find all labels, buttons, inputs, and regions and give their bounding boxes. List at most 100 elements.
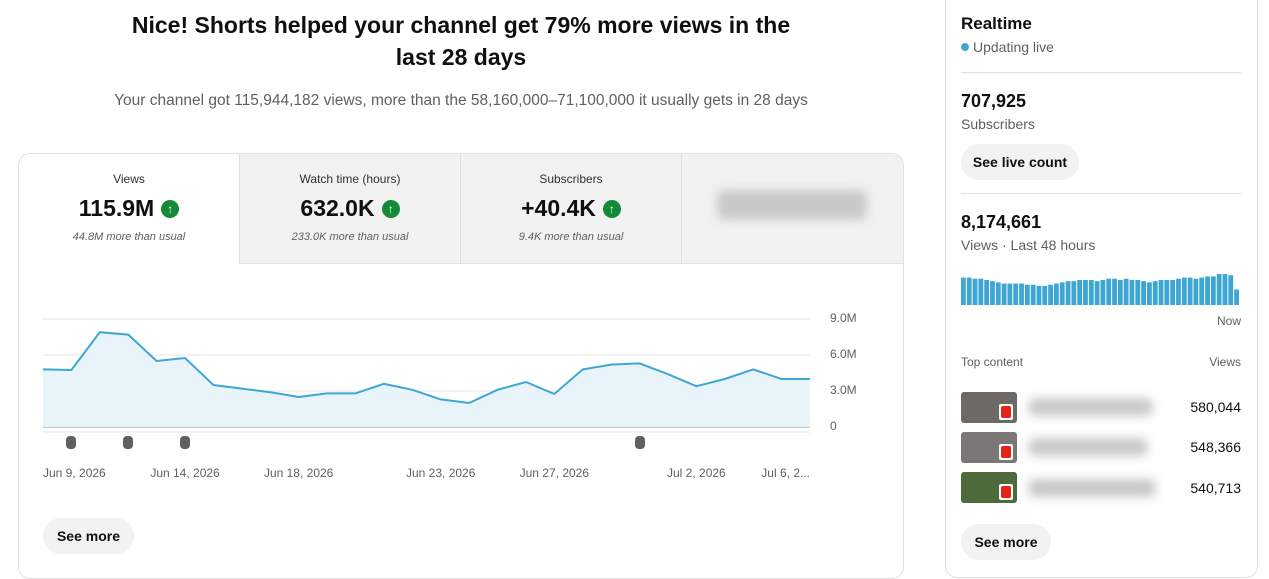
bar (1065, 281, 1071, 305)
bar (1048, 284, 1053, 305)
bar (1205, 276, 1210, 305)
tab[interactable]: Subscribers +40.4K ↑ 9.4K more than usual (461, 154, 682, 264)
bar (1210, 276, 1216, 305)
tab-value: 115.9M (78, 195, 155, 221)
see-more-button[interactable]: See more (43, 518, 134, 554)
tab-value: 632.0K (300, 195, 375, 221)
bar (1106, 278, 1112, 305)
bar (1088, 279, 1094, 305)
x-tick-label: Jun 23, 2026 (406, 466, 476, 480)
bar (1193, 278, 1199, 305)
bar (1001, 283, 1007, 305)
end-label: Now (1217, 314, 1241, 328)
line (42, 331, 810, 405)
bar (1100, 279, 1106, 305)
bar (966, 277, 972, 305)
thumbnail[interactable] (961, 392, 1017, 423)
bar (1112, 278, 1117, 305)
thumbnail[interactable] (961, 472, 1017, 503)
x-tick-label: Jul 2, 2026 (667, 466, 726, 480)
bar (1123, 278, 1129, 305)
bar (978, 278, 984, 305)
tab[interactable]: Views 115.9M ↑ 44.8M more than usual (19, 154, 240, 264)
bar (1234, 289, 1239, 305)
tab-value: +40.4K (521, 195, 596, 221)
bar (961, 277, 966, 305)
x-tick-label: Jun 27, 2026 (520, 466, 590, 480)
bar (1152, 281, 1158, 305)
item-views: 548,366 (1190, 439, 1241, 455)
tab-label: Watch time (hours) (299, 172, 401, 186)
headline: last 28 days (395, 44, 527, 70)
bar (1007, 283, 1013, 305)
top-content-label: Top content (961, 355, 1024, 369)
tab-note: 9.4K more than usual (518, 231, 624, 243)
up-icon: ↑ (381, 199, 400, 218)
x-tick-label: Jun 14, 2026 (150, 466, 220, 480)
bar (1158, 279, 1164, 305)
divider (961, 72, 1241, 73)
bar (1170, 279, 1176, 305)
bar (1077, 279, 1083, 305)
up-icon: ↑ (602, 199, 621, 218)
tab-note: 44.8M more than usual (72, 231, 186, 243)
item-views: 580,044 (1190, 399, 1241, 415)
tab[interactable] (682, 154, 903, 264)
bar (1030, 284, 1036, 305)
bar (1054, 283, 1059, 305)
bar (1129, 279, 1135, 305)
up-icon: ↑ (161, 199, 180, 218)
blurred-title (1028, 479, 1156, 497)
bar (1222, 274, 1228, 305)
bar (1042, 285, 1048, 305)
views-label: Views · Last 48 hours (961, 237, 1096, 253)
bar (1141, 281, 1146, 305)
bar (1228, 275, 1234, 305)
see-more-button[interactable]: See more (961, 524, 1051, 560)
views-count: 8,174,661 (961, 212, 1042, 232)
bar (1117, 279, 1123, 305)
bar (1176, 278, 1181, 305)
tab[interactable]: Watch time (hours) 632.0K ↑ 233.0K more t… (240, 154, 461, 264)
blurred-title (1028, 438, 1148, 456)
bar (1135, 279, 1141, 305)
bar (1147, 282, 1152, 305)
x-tick-label: Jun 9, 2026 (43, 466, 106, 480)
subscriber-count: 707,925 (961, 91, 1027, 111)
y-tick-label: 0 (830, 419, 837, 433)
x-tick-label: Jul 6, 2... (761, 466, 810, 480)
bar (995, 282, 1001, 305)
item-views: 540,713 (1190, 480, 1241, 496)
blurred-title (1028, 398, 1153, 416)
bar (1187, 277, 1193, 305)
live-status: Updating live (973, 39, 1054, 55)
area (43, 332, 810, 427)
y-tick-label: 6.0M (830, 347, 857, 361)
bar (1216, 274, 1222, 305)
bar (1071, 281, 1077, 305)
x-tick-label: Jun 18, 2026 (264, 466, 334, 480)
live-count-button[interactable]: See live count (961, 144, 1079, 180)
bar (1036, 285, 1042, 305)
blurred-content (717, 190, 867, 220)
bar (1164, 279, 1170, 305)
bar (984, 279, 990, 305)
y-tick-label: 3.0M (830, 383, 857, 397)
subscriber-label: Subscribers (961, 116, 1035, 132)
tab-label: Views (113, 172, 145, 186)
bar (1181, 277, 1187, 305)
bar (1059, 282, 1065, 305)
tab-note: 233.0K more than usual (291, 231, 409, 243)
bar (1199, 277, 1205, 305)
bar (1083, 279, 1088, 305)
divider (961, 193, 1241, 194)
y-tick-label: 9.0M (830, 311, 857, 325)
thumbnail[interactable] (961, 432, 1017, 463)
views-header: Views (1209, 355, 1241, 369)
bar (1013, 283, 1019, 305)
bar (990, 281, 995, 305)
tab-label: Subscribers (539, 172, 603, 186)
bar (1094, 281, 1100, 305)
